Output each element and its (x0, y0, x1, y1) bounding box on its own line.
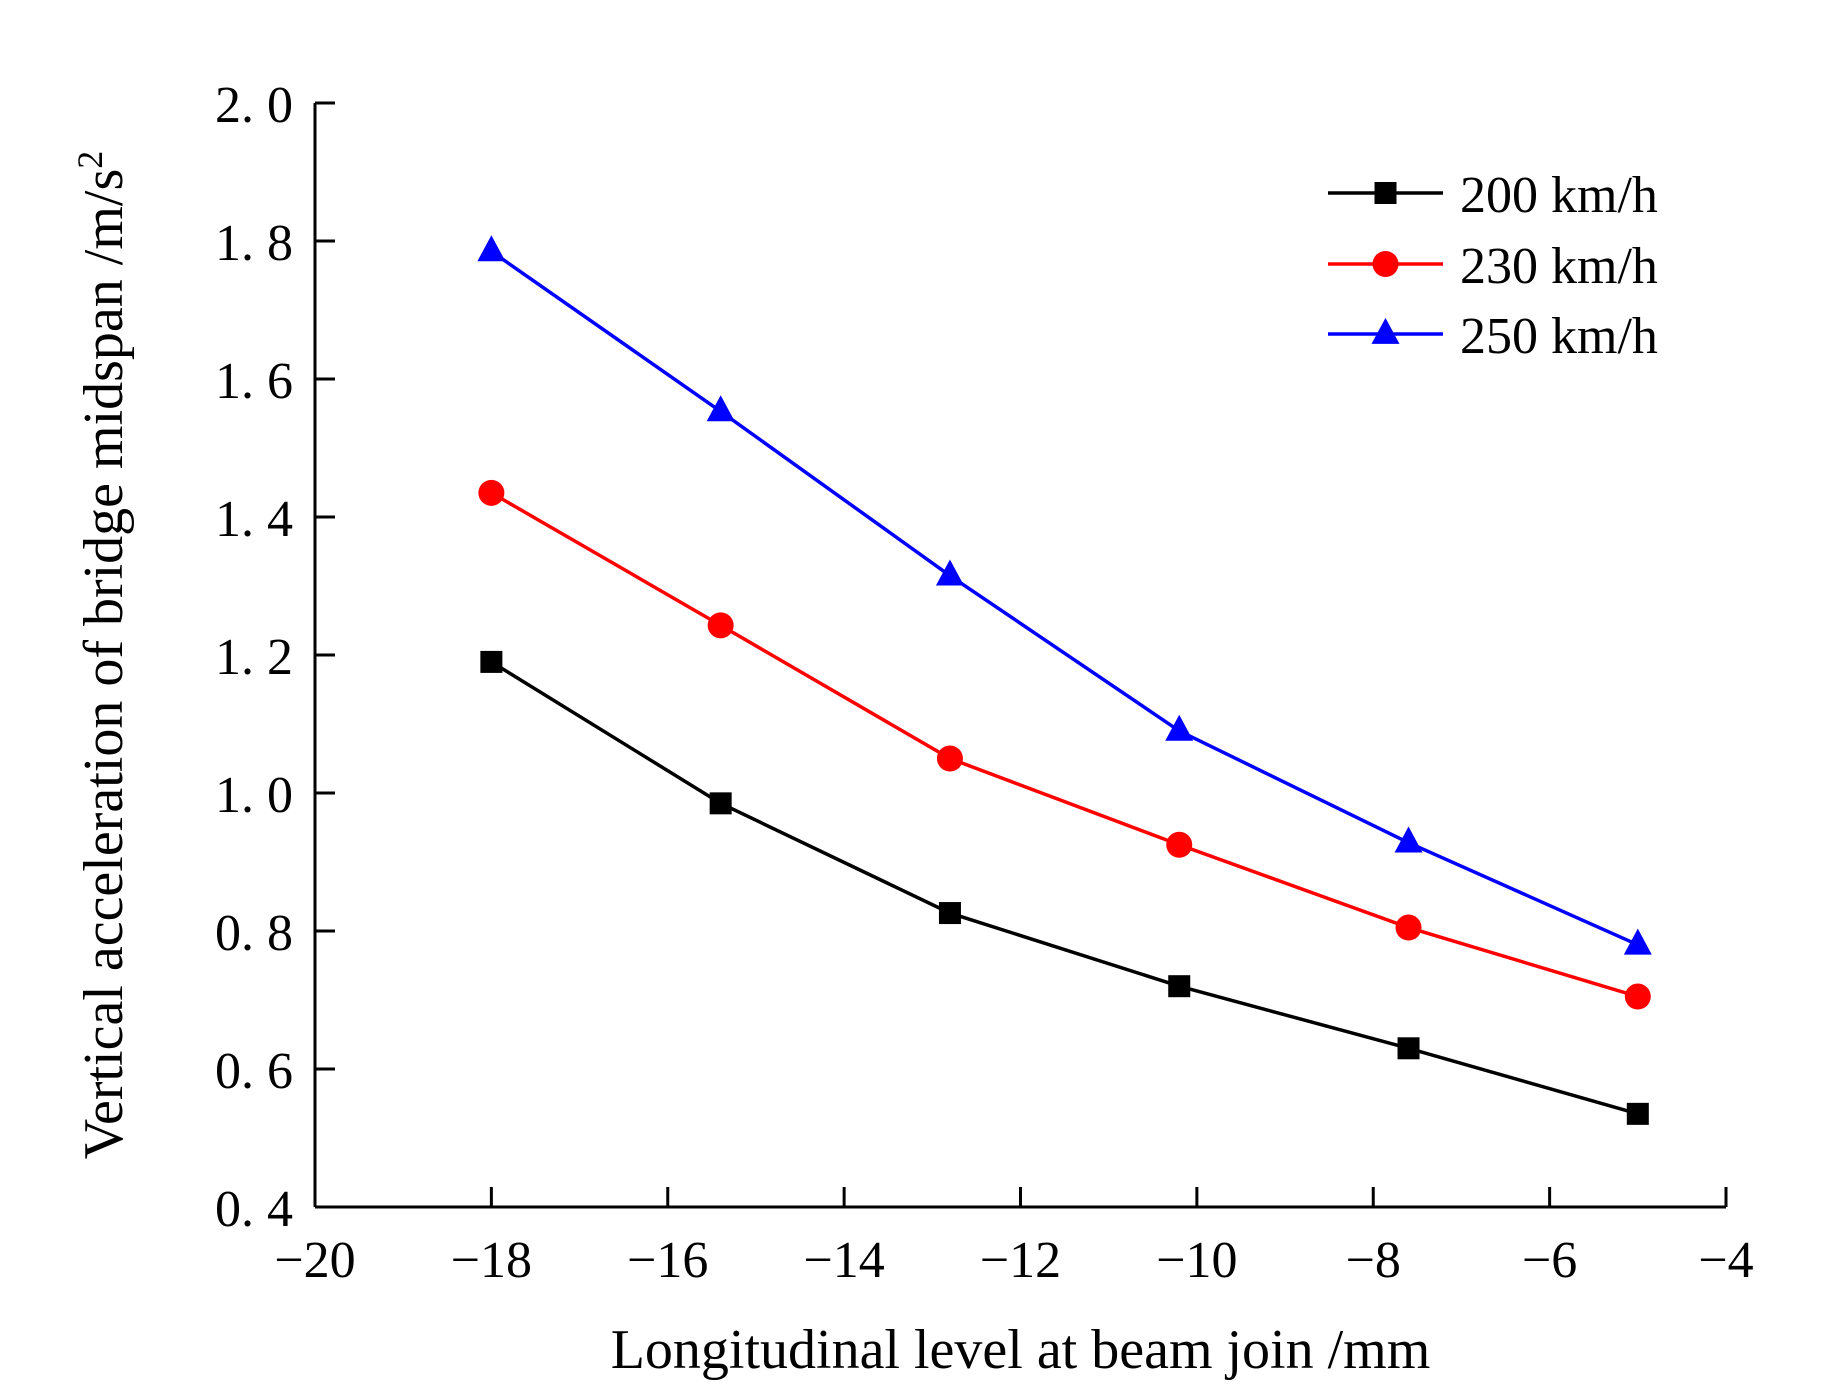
x-tick-label: −12 (980, 1232, 1061, 1289)
series-line (490, 249, 1639, 947)
y-tick-label: 0. 8 (215, 905, 293, 962)
data-point (935, 559, 964, 586)
legend-item: 200 km/h (1328, 167, 1658, 224)
data-point (1623, 928, 1652, 955)
legend-marker (1371, 317, 1400, 344)
legend-label: 200 km/h (1460, 167, 1658, 224)
data-point (478, 479, 505, 506)
y-tick-label: 0. 4 (215, 1181, 293, 1238)
y-tick-label: 0. 6 (215, 1043, 293, 1100)
x-tick-label: −4 (1698, 1232, 1753, 1289)
data-point (477, 235, 506, 262)
x-axis-label: Longitudinal level at beam join /mm (611, 1319, 1431, 1381)
x-tick-label: −8 (1346, 1232, 1401, 1289)
legend-label: 250 km/h (1460, 308, 1658, 365)
series-230-km-h (478, 479, 1651, 1010)
data-point (936, 745, 963, 772)
legend-marker (1372, 251, 1399, 277)
series-group (477, 235, 1652, 1125)
data-point (1394, 826, 1423, 853)
x-tick-label: −6 (1522, 1232, 1577, 1289)
data-point (707, 612, 734, 639)
x-tick-label: −14 (803, 1232, 884, 1289)
x-tick-label: −10 (1156, 1232, 1237, 1289)
y-tick-label: 1. 4 (215, 491, 293, 548)
legend: 200 km/h 230 km/h 250 km/h (1328, 167, 1658, 365)
y-tick-label: 1. 8 (215, 215, 293, 272)
x-tick-label: −16 (627, 1232, 708, 1289)
y-tick-label: 1. 0 (215, 767, 293, 824)
data-point (1626, 1102, 1649, 1125)
series-250-km-h (477, 235, 1652, 955)
data-point (1168, 975, 1191, 998)
data-point (938, 902, 961, 925)
data-point (1395, 914, 1422, 941)
data-point (1166, 831, 1193, 858)
legend-item: 230 km/h (1328, 238, 1658, 295)
legend-label: 230 km/h (1460, 238, 1658, 295)
y-axis-label: Vertical acceleration of bridge midspan … (70, 151, 135, 1160)
y-tick-label: 1. 2 (215, 629, 293, 686)
series-line (490, 491, 1639, 999)
x-tick-label: −18 (451, 1232, 532, 1289)
series-200-km-h (480, 650, 1649, 1125)
data-point (706, 395, 735, 422)
series-line (490, 660, 1639, 1116)
y-tick-label: 2. 0 (215, 77, 293, 134)
data-point (480, 650, 503, 673)
data-point (1624, 983, 1651, 1010)
data-point (1397, 1037, 1420, 1060)
data-point (709, 792, 732, 815)
axes: 0. 4 0. 6 0. 8 1. 0 1. 2 1. 4 1. 6 1. 8 2. 0 −20 −… (70, 77, 1754, 1381)
x-tick-label: −20 (274, 1232, 355, 1289)
data-point (1165, 714, 1194, 741)
y-tick-label: 1. 6 (215, 353, 293, 410)
legend-marker (1374, 182, 1397, 204)
y-axis-label-superscript: 2 (70, 151, 110, 169)
legend-item: 250 km/h (1328, 308, 1658, 365)
